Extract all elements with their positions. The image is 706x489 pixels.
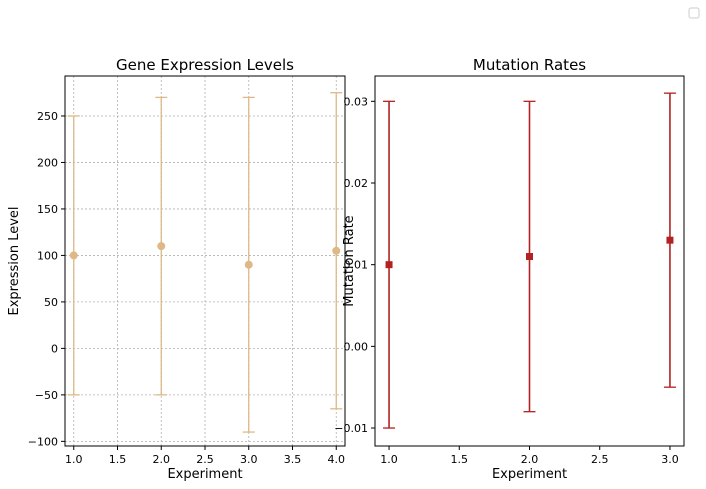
data-point <box>332 246 341 255</box>
chart-title: Gene Expression Levels <box>116 56 294 74</box>
x-tick-label: 3.5 <box>284 453 302 466</box>
chart-2: 1.0 1.5 2.0 2.5 3.0 −0.01 0.00 0.01 0.02 0.03 Muta… <box>334 56 685 482</box>
y-tick-label: 50 <box>44 296 58 309</box>
x-tick-label: 2.5 <box>591 453 609 466</box>
chart-title: Mutation Rates <box>473 56 586 74</box>
y-tick-label: −100 <box>28 435 58 448</box>
data-point <box>244 260 253 269</box>
x-tick-label: 1.0 <box>380 453 398 466</box>
chart-1: 1.0 1.5 2.0 2.5 3.0 3.5 4.0 −100 −50 0 50 100 150 200… <box>7 56 346 482</box>
x-tick-label: 3.0 <box>240 453 258 466</box>
legend-box <box>688 7 700 19</box>
x-tick-label: 4.0 <box>328 453 346 466</box>
y-tick-label: −50 <box>35 389 58 402</box>
y-tick-label: 0.01 <box>344 259 369 272</box>
x-tick-label: 1.5 <box>109 453 127 466</box>
y-tick-label: 200 <box>37 156 58 169</box>
y-axis-label: Expression Level <box>7 206 22 315</box>
data-point <box>385 261 393 269</box>
y-axis-label: Mutation Rate <box>342 215 357 306</box>
x-tick-label: 3.0 <box>661 453 679 466</box>
x-tick-label: 1.5 <box>451 453 469 466</box>
x-axis-label: Experiment <box>492 467 567 482</box>
x-tick-label: 2.5 <box>196 453 214 466</box>
data-point <box>157 242 166 251</box>
y-tick-label: 0 <box>51 342 58 355</box>
data-point <box>526 253 533 261</box>
x-tick-label: 2.0 <box>153 453 171 466</box>
x-tick-label: 1.0 <box>65 453 83 466</box>
y-tick-label: 0.02 <box>344 177 369 190</box>
y-tick-label: 250 <box>37 110 58 123</box>
y-tick-label: 0.03 <box>344 95 369 108</box>
y-tick-label: 150 <box>37 203 58 216</box>
y-tick-label: 100 <box>37 249 58 262</box>
data-point <box>666 236 674 244</box>
y-tick-label: 0.00 <box>344 340 369 353</box>
x-axis-label: Experiment <box>167 467 242 482</box>
data-point <box>69 251 78 260</box>
y-tick-label: −0.01 <box>334 422 368 435</box>
x-tick-label: 2.0 <box>521 453 539 466</box>
